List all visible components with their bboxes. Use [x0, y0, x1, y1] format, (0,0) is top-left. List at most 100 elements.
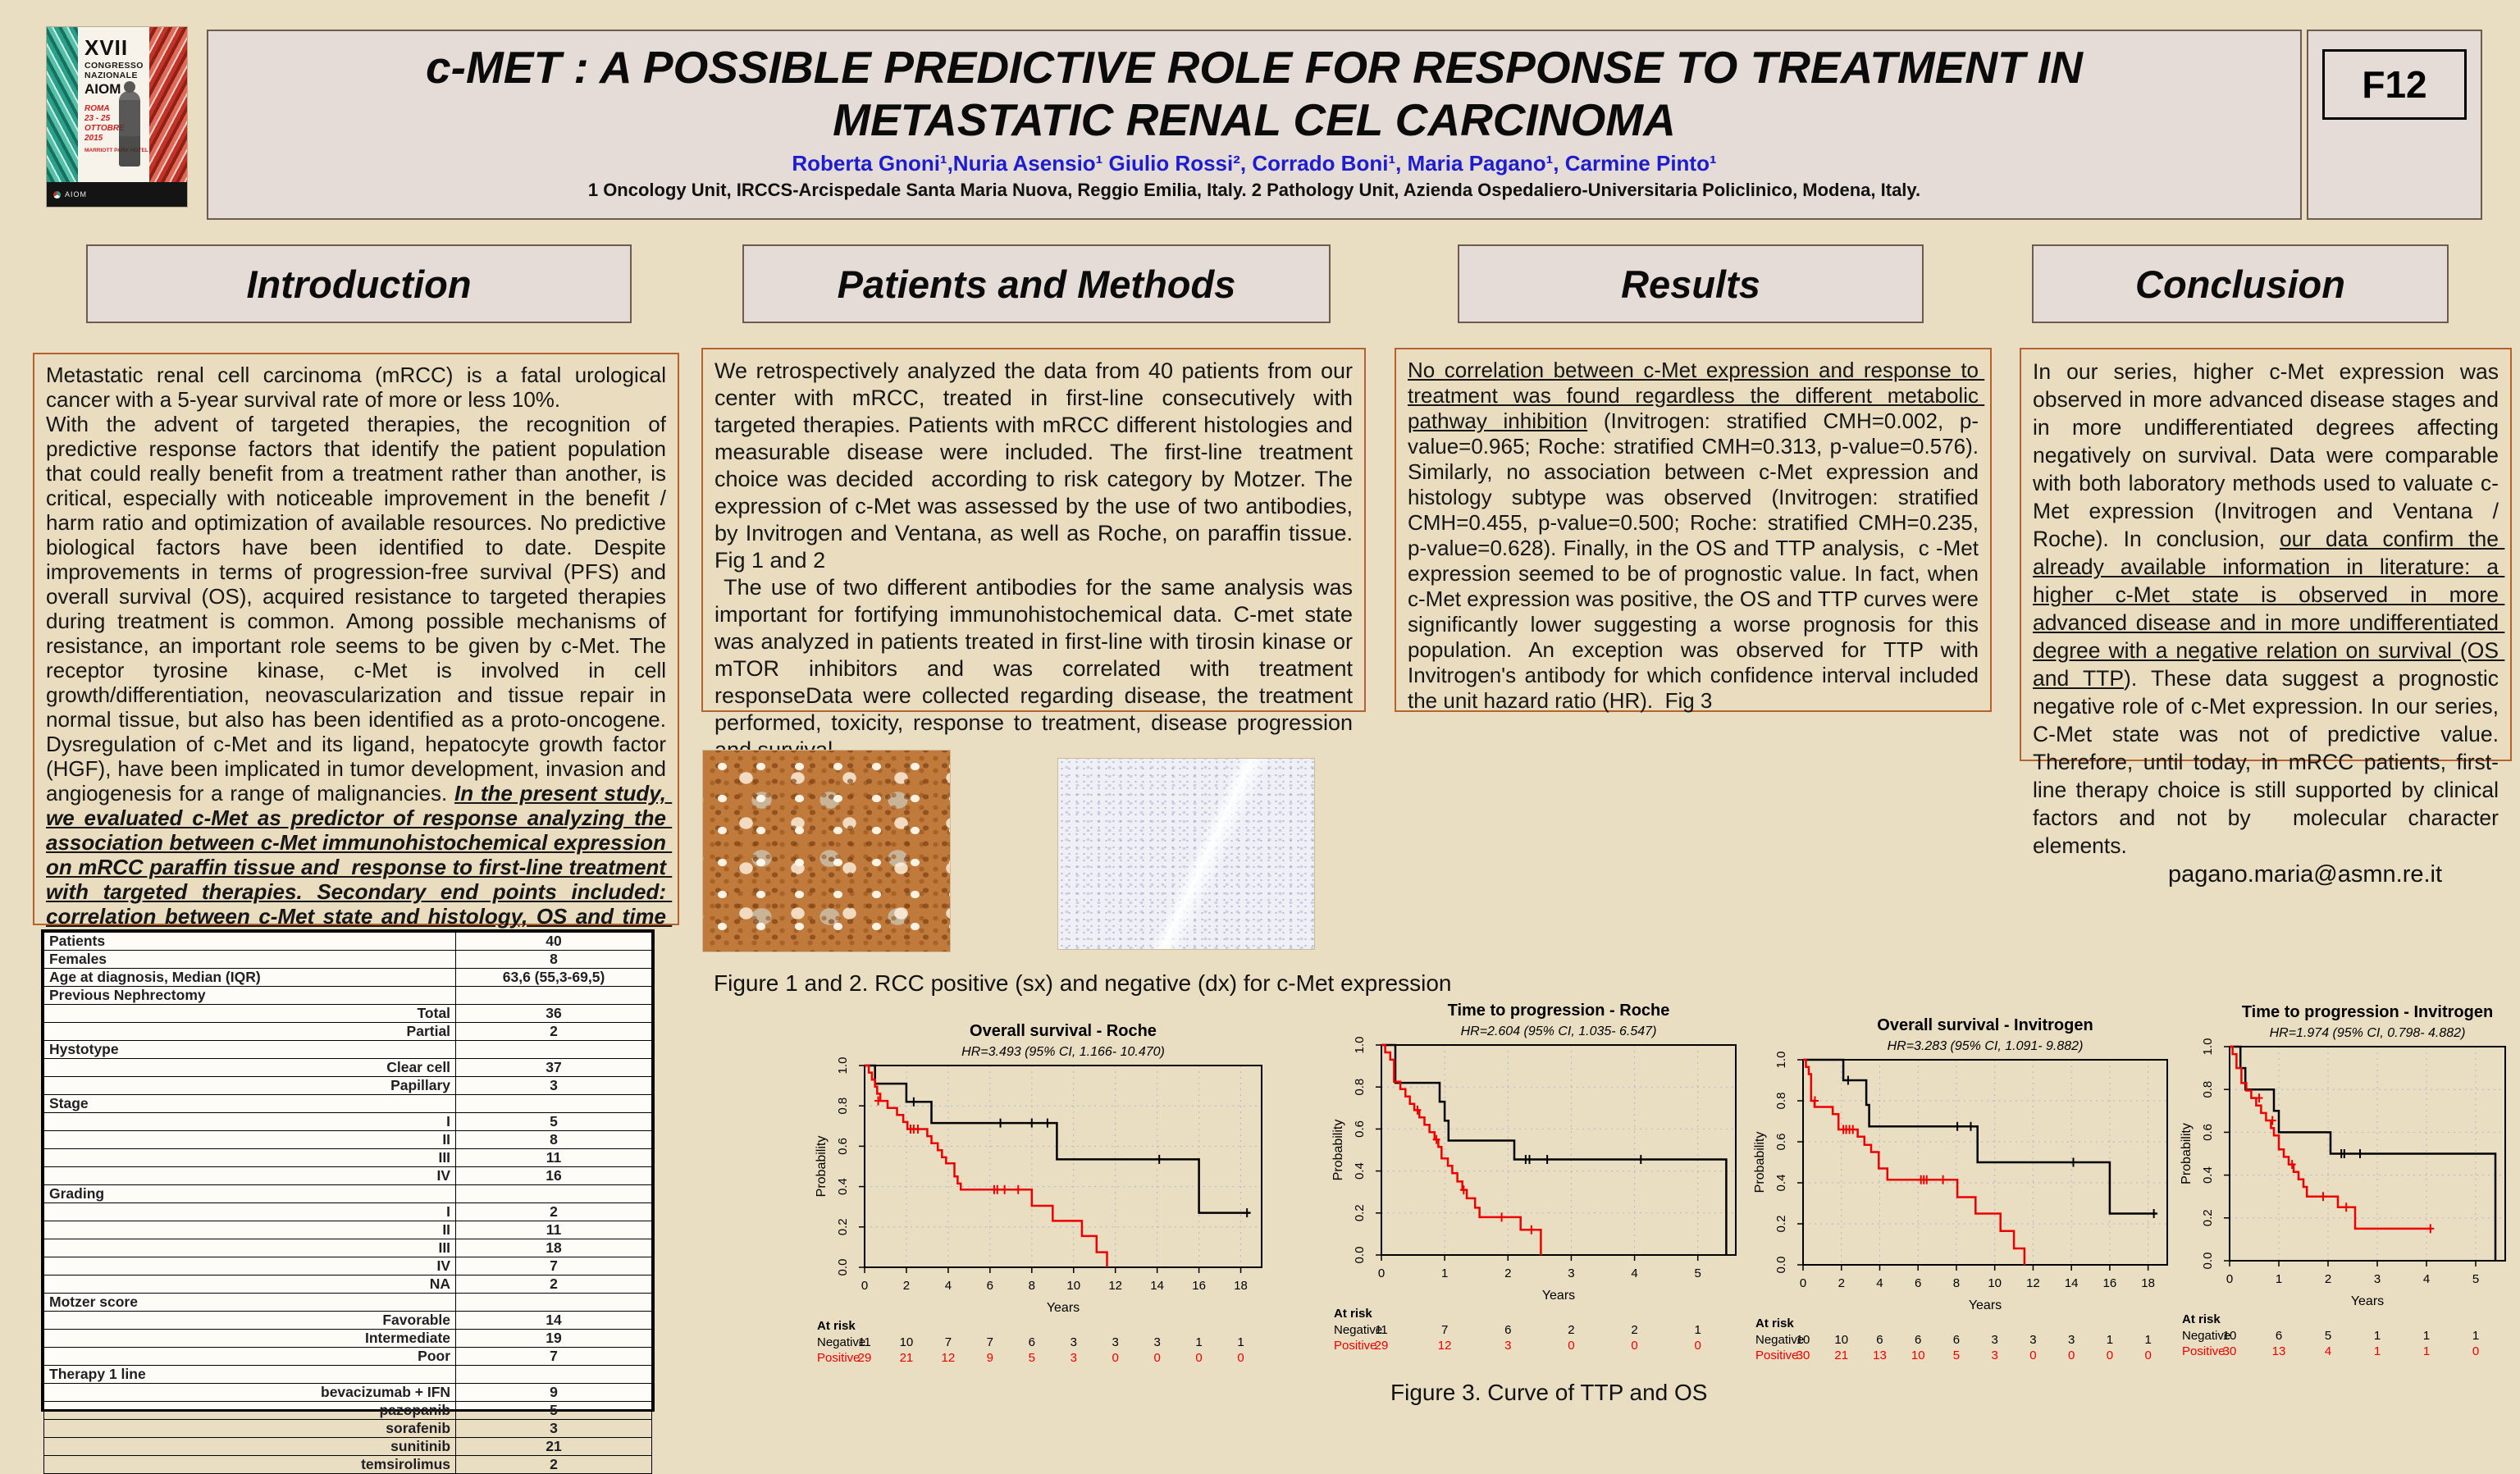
text-segment: No correlation between c-Met expression … — [1408, 358, 1985, 433]
table-row-label: II — [43, 1221, 457, 1239]
svg-text:2: 2 — [1838, 1276, 1845, 1290]
svg-text:3: 3 — [1112, 1335, 1119, 1349]
table-row: III 18 — [43, 1239, 652, 1257]
header-panel: c-MET : A POSSIBLE PREDICTIVE ROLE FOR R… — [207, 30, 2302, 220]
svg-text:0.0: 0.0 — [836, 1259, 850, 1276]
svg-text:0.2: 0.2 — [1774, 1216, 1788, 1233]
logo-aiom: AIOM — [84, 81, 121, 97]
svg-text:11: 11 — [858, 1335, 871, 1349]
table-row-label: Grading — [43, 1184, 457, 1203]
table-row-value: 2 — [455, 1022, 652, 1041]
logo-congresso: CONGRESSO — [84, 61, 144, 71]
svg-text:1: 1 — [2423, 1344, 2430, 1358]
svg-text:2: 2 — [2325, 1272, 2331, 1286]
poster-title-line2: METASTATIC RENAL CEL CARCINOMA — [833, 94, 1676, 145]
km-ylabel: Probability — [1753, 1132, 1767, 1193]
table-row-value — [455, 1184, 652, 1203]
km-at-risk-row-name: Negative — [1334, 1323, 1382, 1337]
text-segment: In the present study, we evaluated c-Met… — [46, 781, 667, 953]
svg-text:12: 12 — [942, 1351, 956, 1364]
table-row: Total 36 — [43, 1004, 652, 1023]
table-row-label: Hystotype — [43, 1040, 457, 1059]
text-segment: Metastatic renal cell carcinoma (mRCC) i… — [46, 363, 666, 805]
svg-text:5: 5 — [1695, 1266, 1701, 1280]
km-chart-overall-survival-invitrogen: Overall survival - Invitrogen HR=3.283 (9… — [1752, 1014, 2179, 1362]
km-chart-overall-survival-roche: Overall survival - Roche HR=3.493 (95% CI… — [814, 1020, 1273, 1365]
km-at-risk-row-name: Negative — [2182, 1329, 2230, 1343]
svg-text:0.0: 0.0 — [2201, 1253, 2215, 1270]
table-row-value: 11 — [455, 1221, 652, 1239]
svg-text:0: 0 — [1800, 1276, 1806, 1290]
svg-text:1: 1 — [2276, 1272, 2282, 1286]
svg-text:6: 6 — [1504, 1323, 1511, 1337]
table-row-value: 7 — [455, 1347, 652, 1366]
table-row: bevacizumab + IFN 9 — [43, 1383, 652, 1402]
svg-text:4: 4 — [2325, 1344, 2331, 1358]
km-xlabel: Years — [1969, 1298, 2002, 1312]
table-row-label: Motzer score — [43, 1293, 457, 1312]
table-row-value: 37 — [455, 1058, 652, 1077]
svg-text:21: 21 — [1834, 1349, 1848, 1362]
svg-text:1: 1 — [2472, 1329, 2479, 1343]
table-row: Patients 40 — [43, 932, 652, 951]
table-row-value — [455, 1040, 652, 1059]
km-ylabel: Probability — [815, 1136, 829, 1198]
svg-text:1.0: 1.0 — [1353, 1037, 1367, 1054]
poster-title: c-MET : A POSSIBLE PREDICTIVE ROLE FOR R… — [208, 41, 2300, 146]
km-series-positive — [2230, 1045, 2433, 1230]
table-row-label: Intermediate — [43, 1329, 457, 1348]
svg-text:0: 0 — [1568, 1339, 1574, 1352]
svg-text:10: 10 — [1066, 1279, 1080, 1293]
km-series-positive — [1803, 1058, 2026, 1265]
svg-text:2: 2 — [1568, 1323, 1574, 1337]
svg-text:0: 0 — [2107, 1349, 2113, 1362]
table-row: Motzer score — [43, 1293, 652, 1312]
svg-text:5: 5 — [2472, 1272, 2479, 1286]
svg-text:29: 29 — [858, 1351, 872, 1364]
table-row-value: 8 — [455, 950, 652, 969]
table-row: Favorable 14 — [43, 1311, 652, 1330]
svg-text:18: 18 — [2141, 1276, 2155, 1290]
table-row: sorafenib 3 — [43, 1419, 652, 1438]
table-row-value: 36 — [455, 1004, 652, 1023]
km-at-risk-row-name: Positive — [817, 1351, 861, 1364]
svg-text:0: 0 — [2226, 1272, 2233, 1286]
svg-text:1.0: 1.0 — [1774, 1052, 1788, 1069]
svg-text:6: 6 — [1029, 1335, 1035, 1349]
svg-text:3: 3 — [2068, 1333, 2075, 1347]
svg-text:0.8: 0.8 — [2201, 1081, 2215, 1098]
logo-hotel: MARRIOTT PARK HOTEL — [84, 148, 148, 153]
methods-text: We retrospectively analyzed the data fro… — [701, 348, 1366, 762]
km-series-negative — [865, 1064, 1250, 1214]
introduction-text: Metastatic renal cell carcinoma (mRCC) i… — [33, 353, 679, 953]
table-row-label: IV — [43, 1257, 457, 1275]
svg-text:7: 7 — [945, 1335, 952, 1349]
svg-text:2: 2 — [1504, 1266, 1511, 1280]
km-at-risk-row-name: Negative — [1755, 1333, 1804, 1347]
logo-venue-date: ROMA 23 - 25 OTTOBRE 2015 — [84, 104, 125, 143]
km-at-risk-label: At risk — [1334, 1307, 1372, 1321]
section-heading-conclusion: Conclusion — [2032, 244, 2449, 323]
text-segment: ). These data suggest a prognostic negat… — [2033, 666, 2505, 858]
km-at-risk-label: At risk — [1755, 1317, 1794, 1330]
patients-table-body: Patients 40 Females 8 Age at diagnosis, Medi… — [43, 932, 652, 1474]
svg-text:0: 0 — [1631, 1339, 1637, 1352]
svg-text:9: 9 — [987, 1351, 993, 1364]
figure-1-2-caption: Figure 1 and 2. RCC positive (sx) and ne… — [714, 970, 1452, 996]
svg-text:0.4: 0.4 — [2201, 1166, 2215, 1184]
logo-footer-band: AIOM — [47, 182, 187, 207]
svg-text:0: 0 — [2472, 1344, 2479, 1358]
table-row-value: 18 — [455, 1239, 652, 1257]
table-row-value — [455, 1293, 652, 1312]
svg-text:1.0: 1.0 — [2201, 1038, 2215, 1056]
aiom-logo-icon — [53, 190, 61, 199]
km-title: Overall survival - Invitrogen — [1877, 1016, 2093, 1034]
km-subtitle: HR=2.604 (95% CI, 1.035- 6.547) — [1461, 1024, 1657, 1038]
svg-text:6: 6 — [1953, 1333, 1960, 1347]
svg-text:5: 5 — [1029, 1351, 1035, 1364]
svg-text:3: 3 — [2029, 1333, 2036, 1347]
svg-text:0.4: 0.4 — [1353, 1162, 1367, 1180]
svg-text:12: 12 — [2026, 1276, 2040, 1290]
km-series-negative — [1381, 1043, 1728, 1255]
